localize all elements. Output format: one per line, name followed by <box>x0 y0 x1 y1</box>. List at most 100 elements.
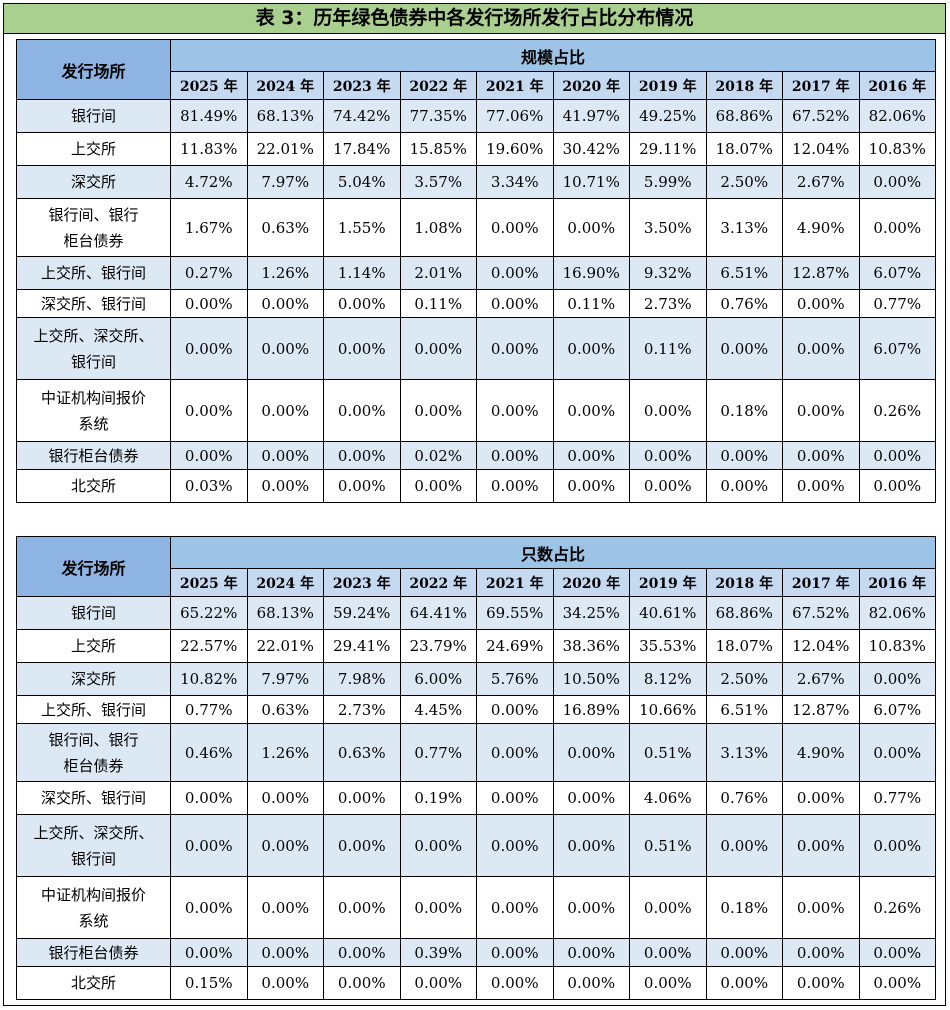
value-cell: 2.73% <box>629 289 707 318</box>
value-cell: 0.00% <box>476 781 554 815</box>
value-cell: 5.76% <box>476 662 554 696</box>
value-cell: 0.00% <box>323 469 401 503</box>
value-cell: 17.84% <box>323 132 401 166</box>
year-header-row: 2025 年 2024 年 2023 年 2022 年 2021 年 2020 年 2019… <box>17 568 937 597</box>
table-row: 上交所 11.83% 22.01% 17.84% 15.85% 19.60% 30.42% 2… <box>16 132 937 166</box>
value-cell: 0.19% <box>399 781 477 815</box>
value-cell: 0.00% <box>552 723 630 782</box>
value-cell: 0.00% <box>858 938 937 967</box>
value-cell: 18.07% <box>705 132 783 166</box>
value-cell: 0.00% <box>705 938 783 967</box>
value-cell: 0.00% <box>476 317 554 380</box>
value-cell: 29.41% <box>323 629 401 663</box>
value-cell: 0.00% <box>782 469 860 503</box>
value-cell: 3.57% <box>399 165 477 199</box>
value-cell: 10.82% <box>170 662 248 696</box>
value-cell: 16.90% <box>552 256 630 290</box>
value-cell: 81.49% <box>170 99 248 133</box>
value-cell: 0.00% <box>399 379 477 442</box>
venue-cell: 上交所、银行间 <box>16 695 171 724</box>
value-cell: 49.25% <box>629 99 707 133</box>
table-row: 深交所、银行间 0.00% 0.00% 0.00% 0.11% 0.00% 0.11% 2.7… <box>16 289 937 318</box>
value-cell: 0.00% <box>705 966 783 1000</box>
value-cell: 0.18% <box>705 876 783 939</box>
value-cell: 0.00% <box>323 379 401 442</box>
value-cell: 0.63% <box>246 198 324 257</box>
table-row: 北交所 0.03% 0.00% 0.00% 0.00% 0.00% 0.00% 0.00% 0.… <box>16 469 937 503</box>
table-row: 银行间、银行 柜台债券 0.46% 1.26% 0.63% 0.77% 0.00% 0.00%… <box>16 723 937 782</box>
value-cell: 1.26% <box>246 723 324 782</box>
year-header: 2024 年 <box>246 71 324 100</box>
value-cell: 1.55% <box>323 198 401 257</box>
table-row: 银行间、银行 柜台债券 1.67% 0.63% 1.55% 1.08% 0.00% 0.00%… <box>16 198 937 257</box>
value-cell: 5.04% <box>323 165 401 199</box>
venue-header: 发行场所 <box>16 39 171 100</box>
value-cell: 6.07% <box>858 695 937 724</box>
value-cell: 0.00% <box>552 441 630 470</box>
venue-cell: 银行间 <box>16 99 171 133</box>
venue-header: 发行场所 <box>16 536 171 597</box>
value-cell: 0.03% <box>170 469 248 503</box>
venue-cell: 深交所 <box>16 662 171 696</box>
value-cell: 0.00% <box>858 966 937 1000</box>
header-row: 发行场所 规模占比 <box>16 39 937 100</box>
value-cell: 0.00% <box>552 469 630 503</box>
year-header: 2025 年 <box>170 568 248 597</box>
value-cell: 0.63% <box>246 695 324 724</box>
value-cell: 1.67% <box>170 198 248 257</box>
value-cell: 0.11% <box>629 317 707 380</box>
venue-cell: 上交所 <box>16 132 171 166</box>
value-cell: 0.02% <box>399 441 477 470</box>
value-cell: 0.00% <box>552 781 630 815</box>
value-cell: 0.00% <box>323 289 401 318</box>
value-cell: 0.00% <box>170 317 248 380</box>
value-cell: 2.50% <box>705 165 783 199</box>
table-row: 银行间 81.49% 68.13% 74.42% 77.35% 77.06% 41.97% 4… <box>16 99 937 133</box>
value-cell: 0.15% <box>170 966 248 1000</box>
value-cell: 0.00% <box>246 379 324 442</box>
value-cell: 0.00% <box>476 256 554 290</box>
value-cell: 0.00% <box>170 876 248 939</box>
value-cell: 0.27% <box>170 256 248 290</box>
value-cell: 0.00% <box>170 441 248 470</box>
value-cell: 0.26% <box>858 876 937 939</box>
value-cell: 0.00% <box>705 469 783 503</box>
year-header: 2018 年 <box>705 568 783 597</box>
value-cell: 0.00% <box>782 966 860 1000</box>
value-cell: 68.86% <box>705 99 783 133</box>
value-cell: 0.00% <box>705 441 783 470</box>
value-cell: 0.00% <box>246 441 324 470</box>
value-cell: 6.00% <box>399 662 477 696</box>
value-cell: 0.00% <box>323 814 401 877</box>
year-header: 2020 年 <box>552 71 630 100</box>
value-cell: 0.00% <box>476 723 554 782</box>
header-row: 发行场所 只数占比 <box>16 536 937 597</box>
value-cell: 0.00% <box>246 938 324 967</box>
value-cell: 22.01% <box>246 629 324 663</box>
year-header: 2022 年 <box>399 71 477 100</box>
year-header: 2016 年 <box>858 568 937 597</box>
value-cell: 0.00% <box>629 938 707 967</box>
value-cell: 0.11% <box>552 289 630 318</box>
value-cell: 74.42% <box>323 99 401 133</box>
value-cell: 0.00% <box>858 441 937 470</box>
value-cell: 77.06% <box>476 99 554 133</box>
table-row: 银行柜台债券 0.00% 0.00% 0.00% 0.39% 0.00% 0.00% 0.00… <box>16 938 937 967</box>
table-row: 银行间 65.22% 68.13% 59.24% 64.41% 69.55% 34.25% 4… <box>16 596 937 630</box>
value-cell: 0.00% <box>629 966 707 1000</box>
value-cell: 0.00% <box>399 814 477 877</box>
value-cell: 10.66% <box>629 695 707 724</box>
table-row: 深交所 10.82% 7.97% 7.98% 6.00% 5.76% 10.50% 8.12%… <box>16 662 937 696</box>
venue-cell: 北交所 <box>16 469 171 503</box>
value-cell: 12.87% <box>782 256 860 290</box>
year-header: 2022 年 <box>399 568 477 597</box>
value-cell: 0.00% <box>858 165 937 199</box>
value-cell: 0.77% <box>858 289 937 318</box>
value-cell: 68.13% <box>246 99 324 133</box>
value-cell: 3.13% <box>705 198 783 257</box>
table-row: 中证机构间报价 系统 0.00% 0.00% 0.00% 0.00% 0.00% 0.00% 0… <box>16 379 937 442</box>
group-header: 规模占比 <box>169 39 937 72</box>
value-cell: 1.26% <box>246 256 324 290</box>
value-cell: 0.63% <box>323 723 401 782</box>
